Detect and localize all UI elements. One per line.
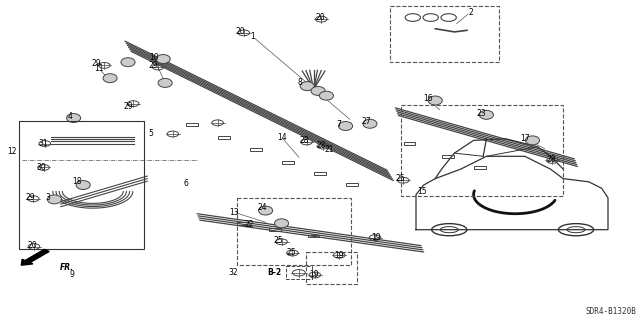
Text: 20: 20 — [315, 13, 325, 22]
Text: 6: 6 — [183, 179, 188, 188]
Text: SDR4-B1320B: SDR4-B1320B — [586, 307, 637, 316]
Text: 20: 20 — [27, 241, 37, 250]
Text: 30: 30 — [36, 163, 47, 172]
Ellipse shape — [158, 78, 172, 87]
Text: 13: 13 — [228, 208, 239, 217]
Text: 25: 25 — [286, 248, 296, 256]
Text: 22: 22 — [245, 220, 254, 229]
Text: 29: 29 — [123, 102, 133, 111]
Ellipse shape — [428, 96, 442, 105]
Bar — [308, 235, 319, 237]
Text: 10: 10 — [148, 53, 159, 62]
Text: 1: 1 — [250, 32, 255, 41]
Text: 18: 18 — [72, 177, 81, 186]
Text: 4: 4 — [68, 112, 73, 121]
Ellipse shape — [479, 110, 493, 119]
Text: 25: 25 — [273, 236, 284, 245]
Bar — [186, 123, 198, 126]
Text: 29: 29 — [148, 61, 159, 70]
Bar — [269, 228, 281, 231]
Text: 2: 2 — [468, 8, 473, 17]
Bar — [404, 142, 415, 145]
Text: 29: 29 — [91, 59, 101, 68]
Ellipse shape — [259, 206, 273, 215]
Bar — [346, 183, 358, 186]
Text: 31: 31 — [38, 139, 49, 148]
Text: 27: 27 — [362, 117, 372, 126]
Bar — [474, 166, 486, 169]
Text: 11: 11 — [95, 64, 104, 73]
Text: 25: 25 — [395, 174, 405, 183]
Text: B-2: B-2 — [268, 268, 282, 277]
Text: 7: 7 — [337, 120, 342, 129]
Text: 14: 14 — [276, 133, 287, 142]
Text: 19: 19 — [371, 233, 381, 242]
Text: FR.: FR. — [60, 263, 74, 272]
Ellipse shape — [319, 91, 333, 100]
Text: 16: 16 — [422, 94, 433, 103]
FancyArrow shape — [21, 249, 49, 265]
Bar — [401, 105, 563, 196]
Bar — [237, 222, 249, 225]
Text: 29: 29 — [26, 193, 36, 202]
Ellipse shape — [103, 74, 117, 83]
Text: 28: 28 — [300, 136, 308, 145]
Ellipse shape — [275, 219, 289, 228]
Text: 19: 19 — [308, 270, 319, 279]
Bar — [286, 266, 312, 279]
Ellipse shape — [311, 86, 325, 95]
Text: 23: 23 — [476, 109, 486, 118]
Text: 17: 17 — [520, 134, 530, 143]
Bar — [250, 149, 262, 152]
Text: 28: 28 — [317, 141, 326, 150]
Text: 19: 19 — [334, 251, 344, 260]
Text: 9: 9 — [70, 270, 75, 279]
Ellipse shape — [76, 181, 90, 189]
Text: 20: 20 — [235, 27, 245, 36]
Text: 3: 3 — [45, 193, 51, 202]
Ellipse shape — [121, 58, 135, 67]
Bar — [237, 198, 351, 265]
Ellipse shape — [363, 119, 377, 128]
Ellipse shape — [47, 195, 61, 204]
Bar — [390, 6, 499, 62]
Text: 21: 21 — [325, 145, 334, 154]
Text: 28: 28 — [547, 155, 556, 164]
Ellipse shape — [300, 82, 314, 91]
Ellipse shape — [339, 122, 353, 130]
Text: 5: 5 — [148, 130, 153, 138]
Text: 12: 12 — [7, 147, 16, 156]
Bar — [218, 136, 230, 138]
Bar — [314, 173, 326, 175]
Text: 8: 8 — [297, 78, 302, 87]
Ellipse shape — [525, 136, 540, 145]
Ellipse shape — [156, 55, 170, 63]
Bar — [282, 161, 294, 164]
Text: 15: 15 — [417, 187, 428, 196]
Text: 32: 32 — [228, 268, 239, 277]
Bar — [442, 155, 454, 158]
Text: 24: 24 — [257, 203, 268, 212]
Ellipse shape — [67, 114, 81, 122]
Bar — [19, 121, 144, 249]
Bar — [306, 252, 357, 284]
